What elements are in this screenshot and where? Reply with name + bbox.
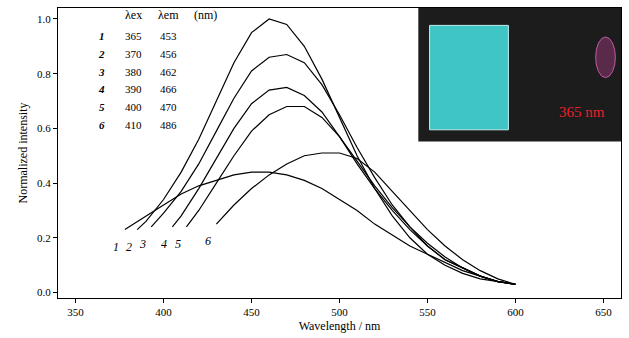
svg-text:500: 500: [331, 306, 348, 318]
svg-text:λex: λex: [125, 8, 142, 22]
svg-text:6: 6: [99, 119, 105, 131]
svg-text:450: 450: [243, 306, 260, 318]
svg-text:400: 400: [155, 306, 172, 318]
svg-text:6: 6: [205, 234, 211, 248]
svg-text:370: 370: [125, 48, 142, 60]
svg-text:453: 453: [160, 30, 177, 42]
svg-text:462: 462: [160, 66, 177, 78]
svg-text:550: 550: [419, 306, 436, 318]
svg-text:350: 350: [67, 306, 84, 318]
svg-text:466: 466: [160, 83, 177, 95]
svg-text:365: 365: [125, 30, 142, 42]
svg-text:1: 1: [99, 30, 105, 42]
svg-text:650: 650: [595, 306, 612, 318]
svg-text:Normalized intensity: Normalized intensity: [16, 103, 30, 204]
svg-text:2: 2: [126, 240, 132, 254]
svg-text:5: 5: [99, 101, 105, 113]
svg-text:3: 3: [139, 237, 146, 251]
svg-text:410: 410: [125, 119, 142, 131]
svg-text:(nm): (nm): [194, 8, 217, 22]
svg-text:0.2: 0.2: [37, 232, 51, 244]
svg-text:0.6: 0.6: [37, 122, 51, 134]
svg-text:486: 486: [160, 119, 177, 131]
svg-text:365 nm: 365 nm: [559, 104, 605, 120]
svg-text:1.0: 1.0: [37, 13, 51, 25]
svg-text:0.8: 0.8: [37, 68, 51, 80]
svg-text:400: 400: [125, 101, 142, 113]
svg-text:4: 4: [98, 83, 105, 95]
svg-text:4: 4: [161, 237, 167, 251]
svg-text:380: 380: [125, 66, 142, 78]
svg-text:470: 470: [160, 101, 177, 113]
svg-text:0.0: 0.0: [37, 286, 51, 298]
svg-text:5: 5: [175, 237, 181, 251]
svg-text:456: 456: [160, 48, 177, 60]
svg-text:Wavelength / nm: Wavelength / nm: [299, 319, 381, 333]
svg-text:3: 3: [98, 66, 105, 78]
svg-text:λem: λem: [158, 8, 179, 22]
svg-text:0.4: 0.4: [37, 177, 51, 189]
svg-text:600: 600: [507, 306, 524, 318]
svg-text:1: 1: [113, 240, 119, 254]
svg-text:390: 390: [125, 83, 142, 95]
svg-text:2: 2: [98, 48, 105, 60]
